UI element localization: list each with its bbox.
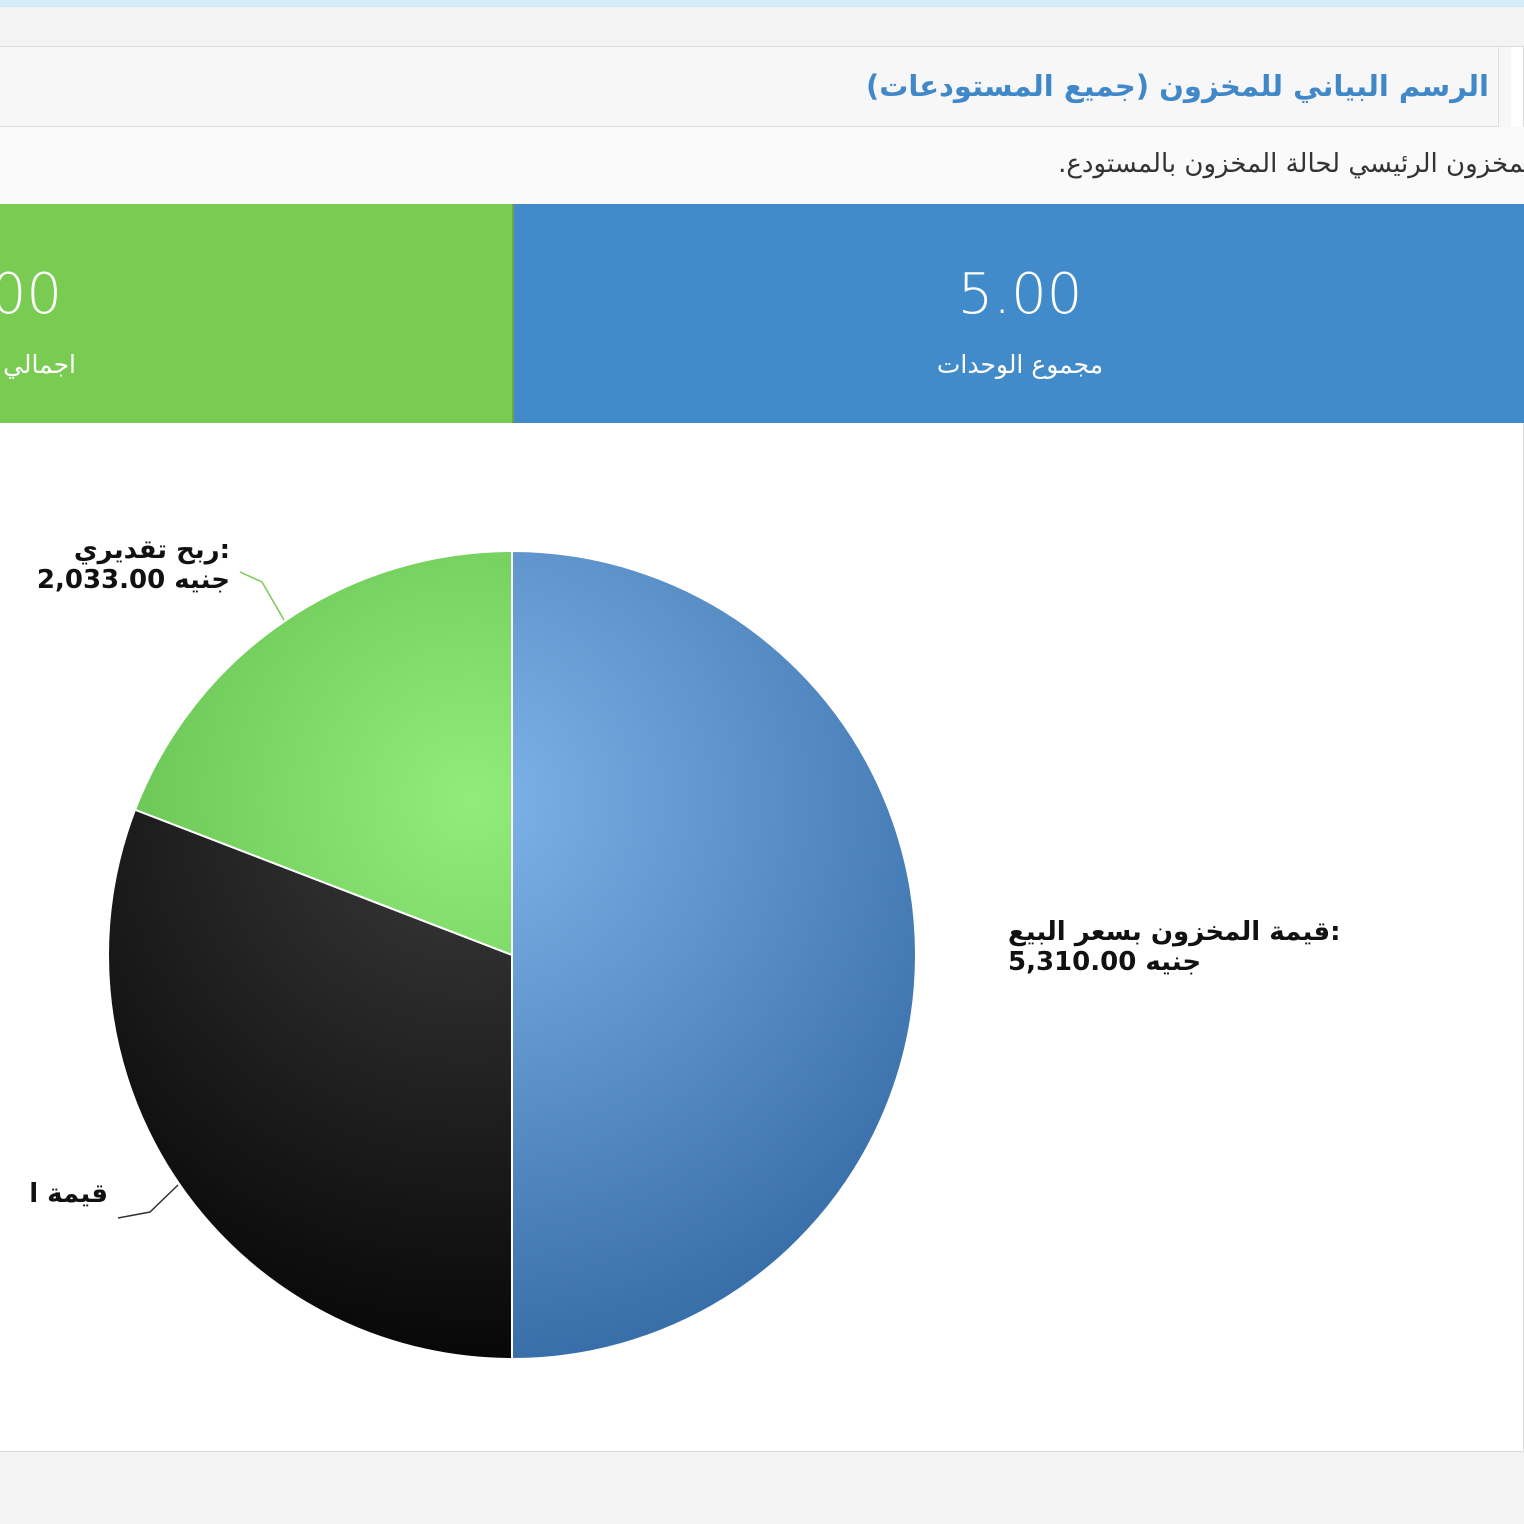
stat-total-units-value: 5.00 xyxy=(957,262,1083,327)
slice-stock-sale-value-label: قيمة المخزون بسعر البيع: xyxy=(1008,917,1341,947)
slice-stock-cost-value-connector xyxy=(117,1184,179,1219)
slice-stock-cost-value-label: قيمة ا xyxy=(29,1179,108,1209)
slice-stock-sale-value-value: 5,310.00 جنيه xyxy=(1008,947,1201,977)
stat-total-units: 5.00 مجموع الوحدات xyxy=(514,204,1524,423)
panel-description: المخزون الرئيسي لحالة المخزون بالمستودع. xyxy=(1058,149,1524,179)
stat-total-value: -00 xyxy=(0,262,62,327)
stat-total: -00 اجمالي xyxy=(0,204,514,423)
panel-description-bar: المخزون الرئيسي لحالة المخزون بالمستودع. xyxy=(0,127,1524,209)
slice-estimated-profit-value: 2,033.00 جنيه xyxy=(37,565,230,595)
panel-title: الرسم البياني للمخزون (جميع المستودعات) xyxy=(865,69,1489,103)
top-accent-bar xyxy=(0,0,1524,7)
stat-total-label: اجمالي xyxy=(3,350,76,379)
slice-stock-sale-value[interactable] xyxy=(511,549,917,1361)
panel-header-toggle[interactable] xyxy=(1498,47,1511,127)
slice-stock-cost-value[interactable] xyxy=(107,808,513,1361)
inventory-pie-chart: قيمة المخزون بسعر البيع:5,310.00 جنيه قيم… xyxy=(29,535,1341,1361)
slice-estimated-profit-label: ربح تقديري: xyxy=(74,535,230,565)
slice-estimated-profit[interactable] xyxy=(133,549,513,957)
slice-estimated-profit-connector xyxy=(239,571,285,621)
panel-header: الرسم البياني للمخزون (جميع المستودعات) xyxy=(0,47,1511,127)
stat-total-units-label: مجموع الوحدات xyxy=(936,350,1104,379)
